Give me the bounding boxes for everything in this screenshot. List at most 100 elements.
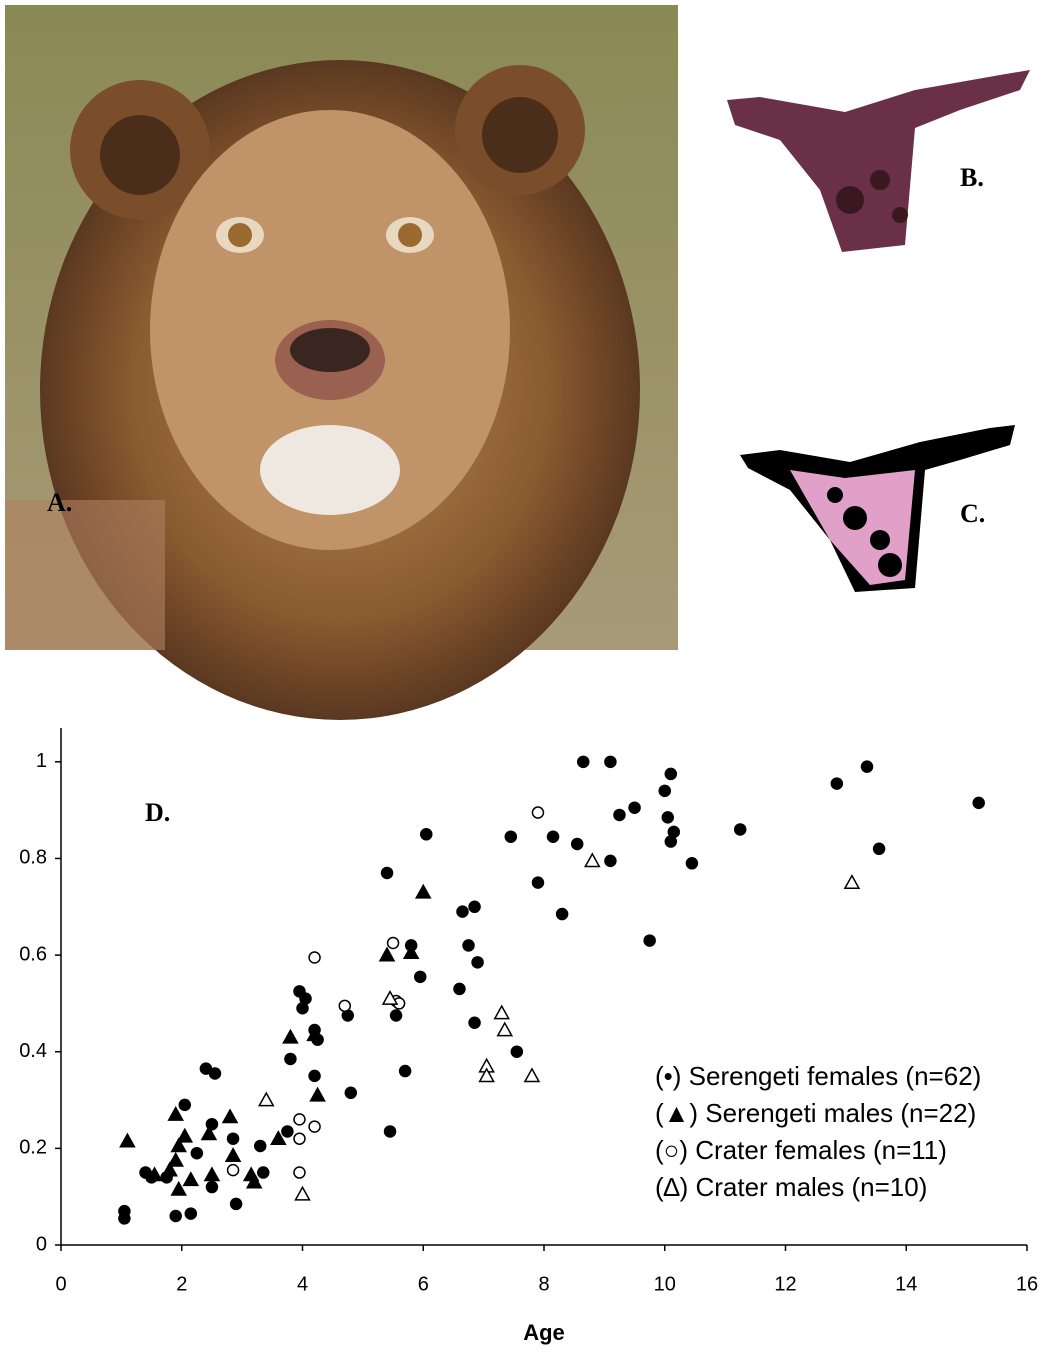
data-point xyxy=(167,1151,184,1167)
data-point xyxy=(664,767,678,781)
data-point xyxy=(386,936,400,950)
data-point xyxy=(413,970,427,984)
data-point xyxy=(293,1113,306,1126)
x-tick-label: 16 xyxy=(1016,1273,1038,1295)
data-point xyxy=(604,854,617,868)
lion-photo: A. xyxy=(5,5,678,720)
data-point xyxy=(178,1098,192,1112)
data-point xyxy=(226,1163,240,1177)
data-point xyxy=(860,760,874,773)
y-tick-label: 0.4 xyxy=(19,1040,47,1062)
data-point xyxy=(184,1207,198,1220)
data-point xyxy=(667,825,681,839)
data-point xyxy=(531,876,545,889)
data-point xyxy=(456,905,469,918)
panel-label: A. xyxy=(47,488,72,517)
data-point xyxy=(293,1166,306,1179)
data-point xyxy=(200,1125,218,1141)
data-point xyxy=(628,801,641,814)
data-point xyxy=(398,1064,412,1078)
nose-pattern-classified: C. xyxy=(740,425,1015,592)
y-tick-label: 1 xyxy=(36,750,47,772)
data-point xyxy=(229,1197,243,1211)
legend-label: (•) Serengeti females (n=62) xyxy=(655,1061,981,1091)
data-point xyxy=(478,1067,495,1083)
data-point xyxy=(161,1161,178,1177)
data-point xyxy=(146,1166,163,1182)
data-point xyxy=(208,1067,222,1080)
data-point xyxy=(281,1125,294,1138)
data-point xyxy=(576,755,590,769)
x-tick-label: 10 xyxy=(654,1273,676,1295)
data-point xyxy=(282,1028,299,1044)
data-point xyxy=(555,907,569,921)
data-point xyxy=(972,796,985,810)
panel-label: B. xyxy=(960,163,984,192)
data-point xyxy=(381,990,399,1005)
data-point xyxy=(170,1137,188,1153)
data-point xyxy=(613,808,626,822)
data-point xyxy=(258,1091,275,1107)
data-point xyxy=(308,951,321,964)
data-point xyxy=(257,1166,270,1179)
data-point xyxy=(604,755,617,769)
data-point xyxy=(420,828,433,841)
data-point xyxy=(205,1180,219,1194)
data-point xyxy=(383,1125,397,1138)
panel-label: D. xyxy=(145,798,170,827)
panel-label: C. xyxy=(960,499,985,528)
data-point xyxy=(203,1166,221,1182)
data-point xyxy=(453,982,466,996)
data-point xyxy=(167,1105,184,1121)
y-tick-label: 0 xyxy=(36,1233,47,1255)
legend-label: (○) Crater females (n=11) xyxy=(655,1135,947,1165)
data-point xyxy=(284,1052,297,1066)
data-point xyxy=(462,939,475,952)
data-point xyxy=(733,823,747,836)
x-tick-label: 12 xyxy=(774,1273,796,1295)
nose-pattern-photo: B. xyxy=(727,70,1030,252)
data-point xyxy=(872,842,886,856)
y-tick-label: 0.8 xyxy=(19,847,47,869)
data-point xyxy=(661,811,675,824)
data-point xyxy=(570,837,584,851)
data-point xyxy=(510,1045,524,1058)
data-point xyxy=(224,1147,242,1162)
data-point xyxy=(468,900,481,914)
legend-label: (▲) Serengeti males (n=22) xyxy=(655,1098,976,1128)
data-point xyxy=(531,806,545,819)
data-point xyxy=(496,1021,514,1037)
data-point xyxy=(643,934,656,947)
data-point xyxy=(170,1180,188,1196)
data-point xyxy=(493,1004,511,1020)
data-point xyxy=(226,1132,240,1145)
x-tick-label: 4 xyxy=(297,1273,308,1295)
data-point xyxy=(293,1132,306,1145)
y-tick-label: 0.6 xyxy=(19,943,47,965)
data-point xyxy=(169,1209,182,1223)
data-point xyxy=(190,1146,204,1160)
data-point xyxy=(389,1009,403,1022)
data-point xyxy=(338,999,352,1013)
legend-label: (∆) Crater males (n=10) xyxy=(655,1172,927,1202)
data-point xyxy=(308,1069,321,1083)
data-point xyxy=(118,1212,131,1225)
data-point xyxy=(270,1130,287,1146)
data-point xyxy=(685,857,699,870)
x-tick-label: 14 xyxy=(895,1273,917,1295)
data-point xyxy=(471,956,484,969)
data-point xyxy=(378,946,396,962)
data-point xyxy=(299,992,312,1005)
data-point xyxy=(584,852,601,868)
data-point xyxy=(380,866,394,880)
data-point xyxy=(294,1185,311,1201)
data-point xyxy=(830,777,844,790)
data-point xyxy=(468,1016,481,1029)
data-point xyxy=(843,874,861,889)
data-point xyxy=(182,1171,200,1187)
data-point xyxy=(221,1108,239,1124)
data-point xyxy=(119,1132,136,1148)
data-point xyxy=(253,1139,267,1153)
